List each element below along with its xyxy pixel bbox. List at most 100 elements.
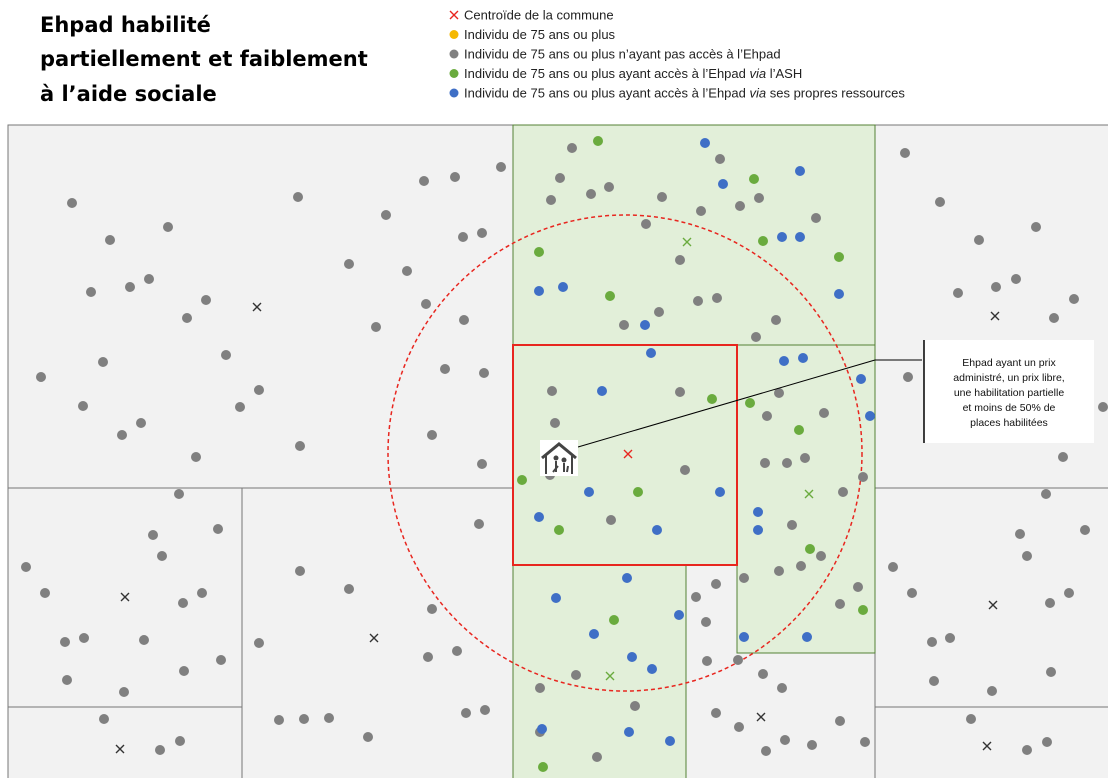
- individual: [86, 287, 96, 297]
- centroid: [120, 592, 130, 602]
- individual: [654, 307, 664, 317]
- individual: [461, 708, 471, 718]
- individual: [739, 573, 749, 583]
- callout-line: et moins de 50% de: [963, 402, 1056, 414]
- individual: [761, 746, 771, 756]
- individual: [987, 686, 997, 696]
- individual: [907, 588, 917, 598]
- legend-label: Individu de 75 ans ou plus ayant accès à…: [464, 66, 802, 81]
- individual: [733, 655, 743, 665]
- callout-line: une habilitation partielle: [954, 387, 1064, 399]
- individual: [216, 655, 226, 665]
- individual: [1041, 489, 1051, 499]
- individual: [381, 210, 391, 220]
- icon-roof: [541, 442, 577, 460]
- individual: [762, 411, 772, 421]
- individual: [554, 525, 564, 535]
- individual: [551, 593, 561, 603]
- legend-dot: [449, 49, 459, 59]
- individual: [991, 282, 1001, 292]
- individual: [571, 670, 581, 680]
- title-line: à l’aide sociale: [40, 82, 217, 106]
- individuals: [21, 136, 1108, 772]
- individual: [627, 652, 637, 662]
- individual: [534, 247, 544, 257]
- individual: [546, 195, 556, 205]
- individual: [753, 525, 763, 535]
- commune-access: [512, 124, 876, 346]
- individual: [450, 172, 460, 182]
- individual: [201, 295, 211, 305]
- individual: [144, 274, 154, 284]
- callout-line: [577, 359, 876, 448]
- individual: [795, 232, 805, 242]
- legend-text: Individu de 75 ans ou plus ayant accès à…: [464, 86, 749, 101]
- individual: [787, 520, 797, 530]
- individual: [816, 551, 826, 561]
- individual: [858, 605, 868, 615]
- individual: [67, 198, 77, 208]
- centroid: [990, 311, 1000, 321]
- individual: [779, 356, 789, 366]
- individual: [477, 459, 487, 469]
- individual: [344, 259, 354, 269]
- individual: [592, 752, 602, 762]
- legend-text: via: [749, 66, 766, 81]
- individual: [139, 635, 149, 645]
- individual: [691, 592, 701, 602]
- individual: [751, 332, 761, 342]
- commune-access: [512, 564, 687, 778]
- individual: [701, 617, 711, 627]
- individual: [299, 714, 309, 724]
- individual: [715, 487, 725, 497]
- individual: [534, 512, 544, 522]
- individual: [674, 610, 684, 620]
- individual: [235, 402, 245, 412]
- individual: [974, 235, 984, 245]
- individual: [798, 353, 808, 363]
- individual: [606, 515, 616, 525]
- individual: [99, 714, 109, 724]
- individual: [363, 732, 373, 742]
- legend-label: Individu de 75 ans ou plus n’ayant pas a…: [464, 47, 781, 62]
- individual: [758, 236, 768, 246]
- individual: [191, 452, 201, 462]
- individual: [179, 666, 189, 676]
- individual: [295, 566, 305, 576]
- commune: [241, 487, 514, 778]
- centroid: [252, 302, 262, 312]
- individual: [36, 372, 46, 382]
- individual: [771, 315, 781, 325]
- legend-dot: [449, 30, 459, 39]
- individual: [640, 320, 650, 330]
- individual: [665, 736, 675, 746]
- individual: [927, 637, 937, 647]
- individual: [641, 219, 651, 229]
- individual: [62, 675, 72, 685]
- individual: [558, 282, 568, 292]
- individual: [178, 598, 188, 608]
- individual: [749, 174, 759, 184]
- individual: [780, 735, 790, 745]
- individual: [1098, 402, 1108, 412]
- individual: [60, 637, 70, 647]
- individual: [903, 372, 913, 382]
- individual: [197, 588, 207, 598]
- individual: [630, 701, 640, 711]
- individual: [758, 669, 768, 679]
- individual: [586, 189, 596, 199]
- legend-label: Centroïde de la commune: [464, 8, 614, 23]
- individual: [136, 418, 146, 428]
- individual: [1080, 525, 1090, 535]
- individual: [371, 322, 381, 332]
- individual: [1042, 737, 1052, 747]
- individual: [584, 487, 594, 497]
- legend-label: Individu de 75 ans ou plus: [464, 27, 616, 42]
- individual: [680, 465, 690, 475]
- title: Ehpad habilité partiellement et faibleme…: [40, 13, 368, 106]
- individual: [324, 713, 334, 723]
- centroid: [682, 237, 692, 247]
- individual: [624, 727, 634, 737]
- individual: [182, 313, 192, 323]
